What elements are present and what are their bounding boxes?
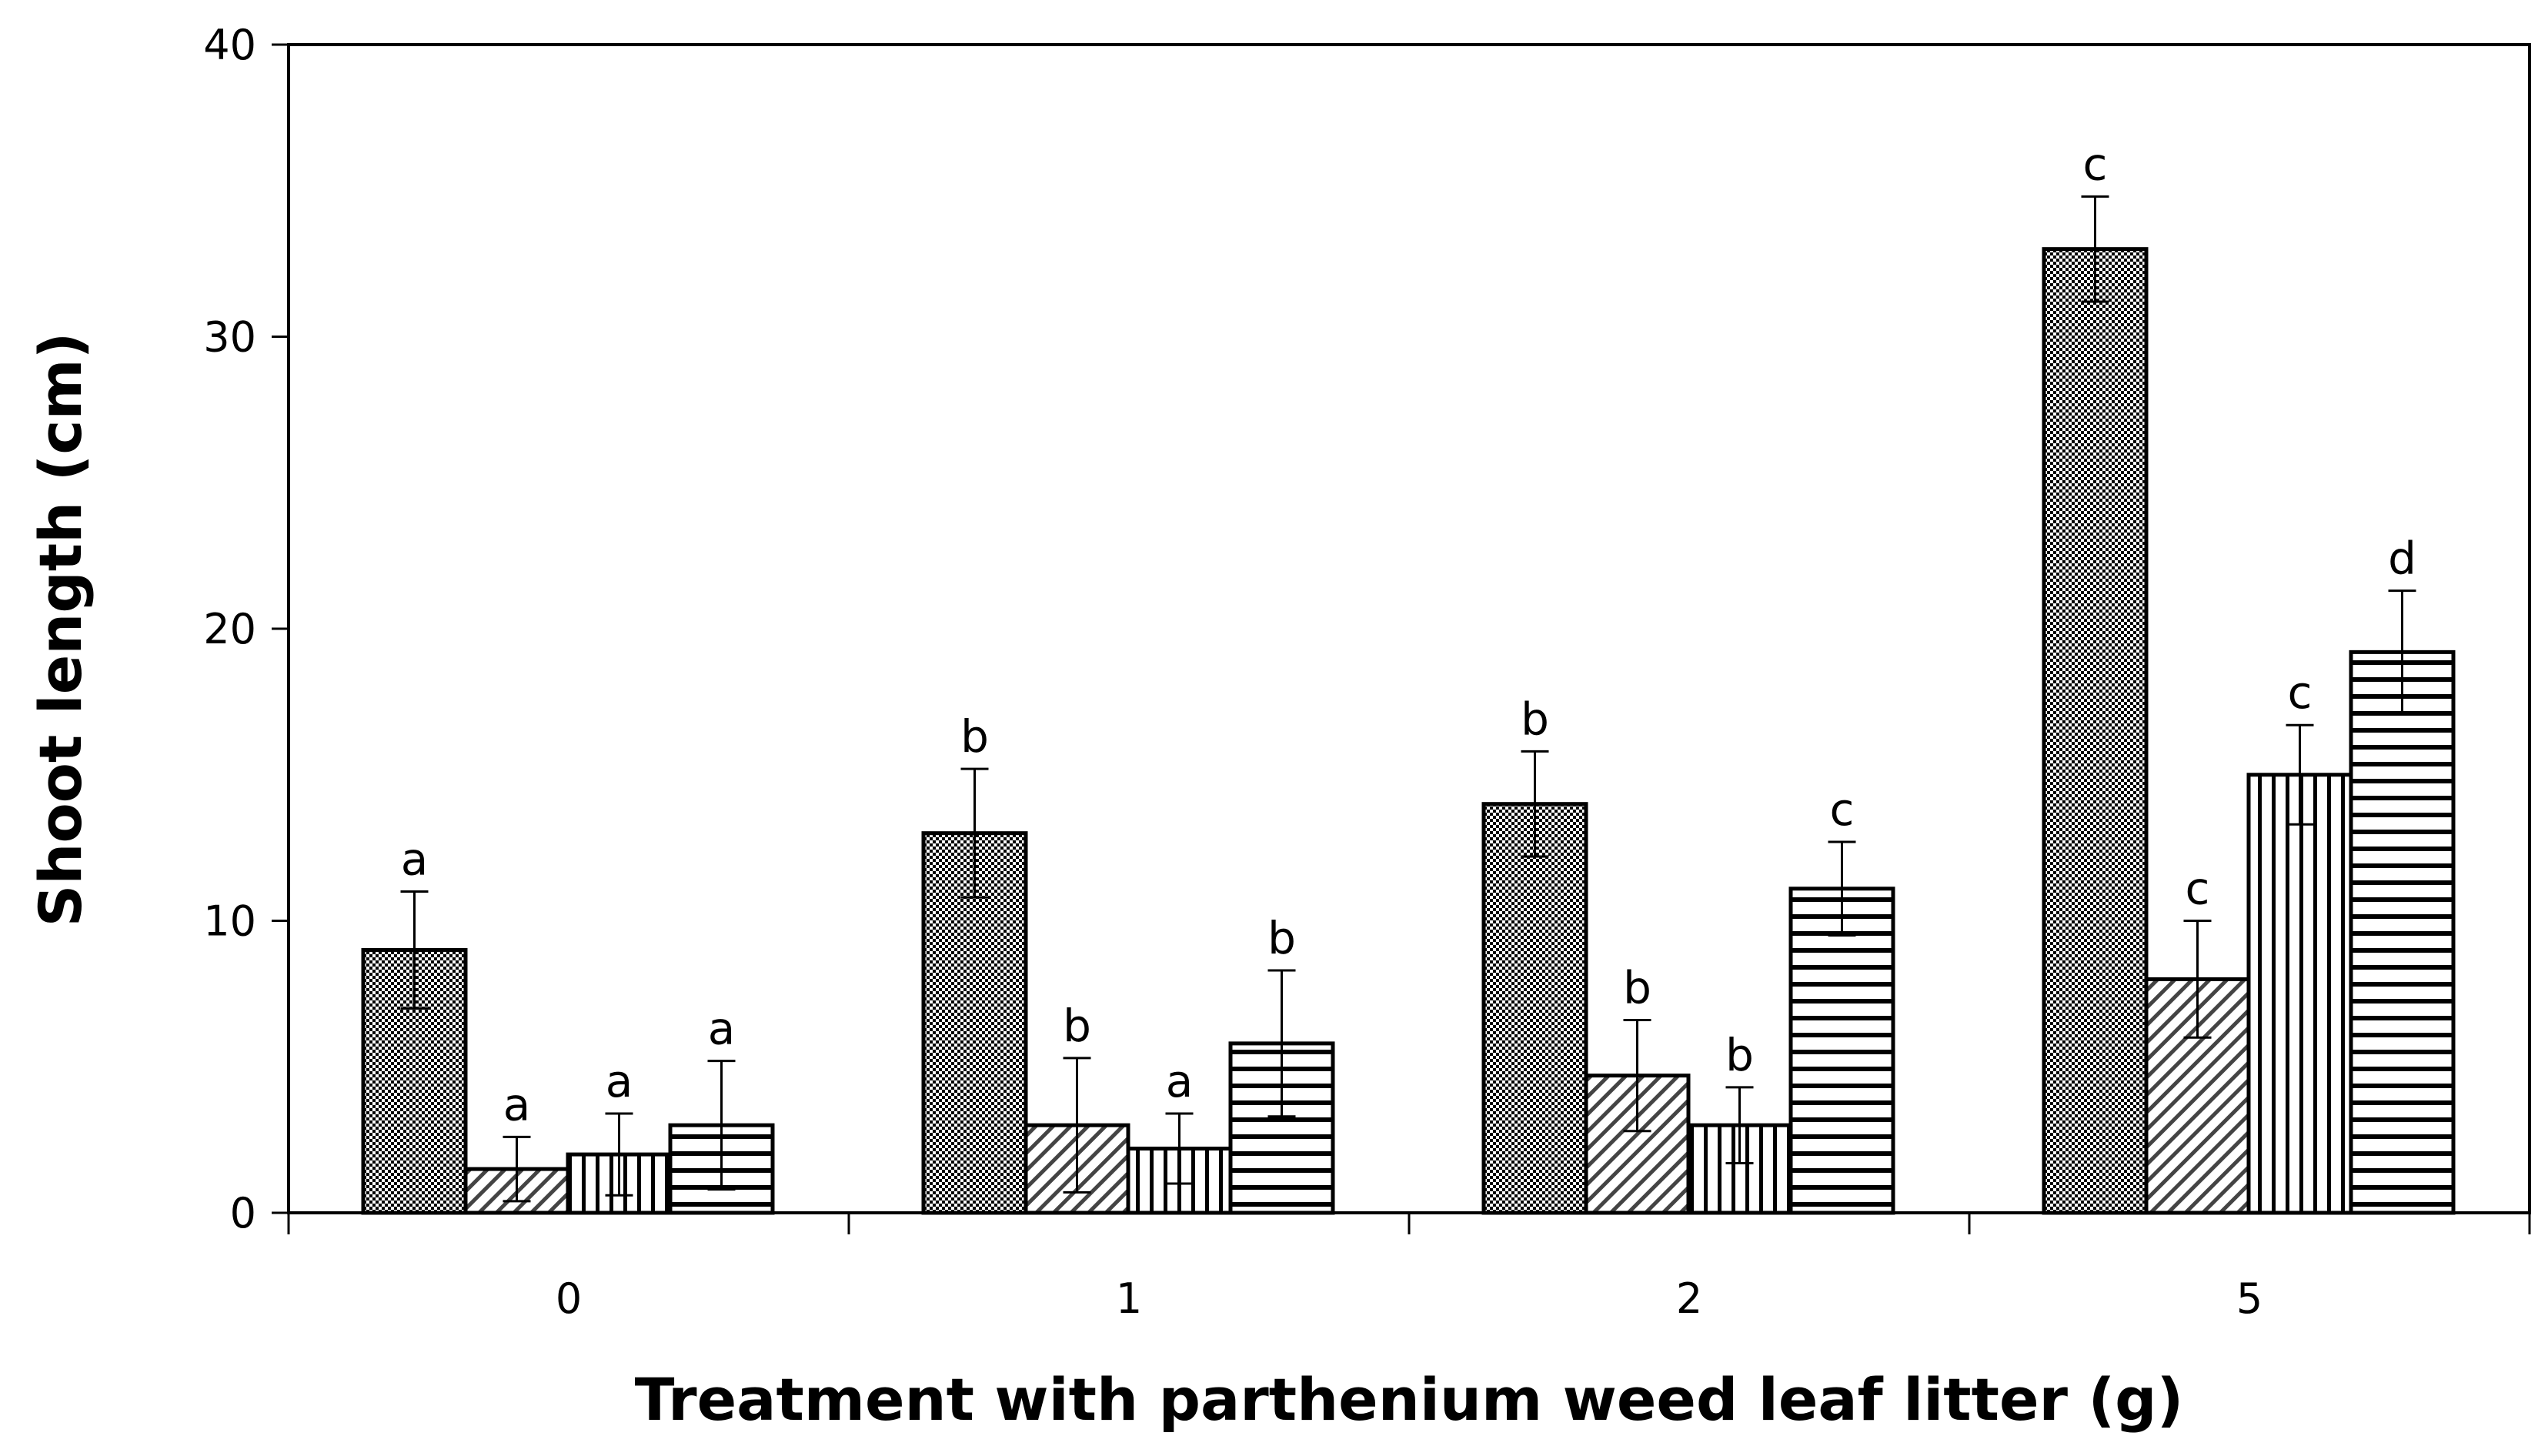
significance-label: a (401, 833, 429, 886)
significance-label: d (2388, 533, 2416, 585)
y-tick-label: 0 (230, 1189, 256, 1237)
bar (2246, 773, 2353, 1215)
x-tick-label: 1 (1116, 1274, 1142, 1323)
significance-label: b (1725, 1029, 1754, 1081)
y-tick-label: 30 (203, 313, 256, 362)
bar (2042, 247, 2149, 1215)
x-tick-label: 2 (1676, 1274, 1702, 1323)
y-tick-label: 10 (203, 897, 256, 946)
x-axis: 0 1 2 5 (287, 1213, 2531, 1323)
significance-label: a (708, 1003, 736, 1055)
significance-label: a (1166, 1055, 1194, 1107)
significance-label: b (1623, 962, 1651, 1014)
significance-label: c (1830, 783, 1855, 836)
x-axis-title: Treatment with parthenium weed leaf litt… (635, 1365, 2184, 1434)
bar (1788, 887, 1895, 1215)
y-axis: 0 10 20 30 40 (203, 21, 289, 1237)
significance-label: c (2288, 666, 2313, 719)
significance-label: b (960, 710, 989, 763)
bar (1481, 802, 1588, 1215)
significance-label: c (2083, 138, 2108, 190)
significance-label: b (1267, 912, 1296, 964)
significance-label: b (1063, 1000, 1091, 1052)
significance-label-group: a b b c a b b c a a b c a b c d (401, 138, 2416, 1130)
significance-label: b (1521, 693, 1549, 745)
error-bar-group (400, 195, 2416, 1203)
significance-label: a (606, 1055, 633, 1107)
bar-group (361, 247, 2456, 1215)
y-axis-title: Shoot length (cm) (26, 332, 95, 927)
significance-label: c (2186, 863, 2210, 915)
y-tick-label: 40 (203, 21, 256, 69)
y-tick-label: 20 (203, 605, 256, 653)
significance-label: a (503, 1078, 531, 1130)
bar (2349, 650, 2456, 1215)
x-tick-label: 0 (556, 1274, 582, 1323)
x-tick-label: 5 (2236, 1274, 2262, 1323)
